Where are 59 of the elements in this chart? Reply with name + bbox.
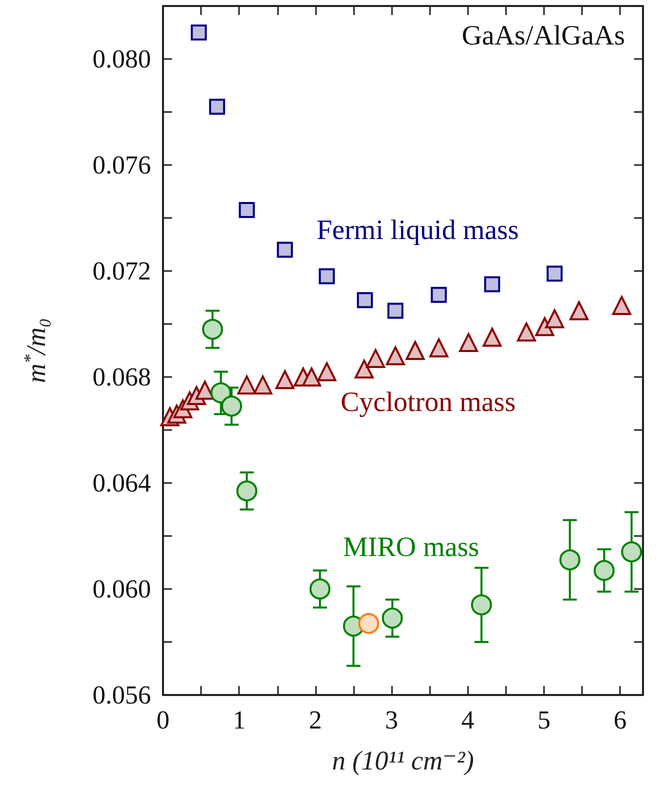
x-tick-label: 4 bbox=[461, 706, 474, 734]
x-axis-title: n (10¹¹ cm⁻²) bbox=[332, 746, 474, 776]
point bbox=[612, 296, 632, 315]
point bbox=[209, 98, 226, 115]
point bbox=[356, 292, 373, 308]
x-tick-label: 0 bbox=[156, 706, 170, 734]
point bbox=[545, 309, 564, 328]
point bbox=[459, 333, 478, 352]
point bbox=[386, 346, 405, 366]
point bbox=[318, 268, 335, 284]
point bbox=[253, 375, 272, 394]
series-label: Fermi liquid mass bbox=[316, 214, 519, 246]
point bbox=[302, 368, 322, 386]
y-tick-label: 0.080 bbox=[92, 44, 151, 74]
point bbox=[238, 202, 255, 218]
y-axis-title: m*/m₀ bbox=[20, 318, 51, 383]
point bbox=[470, 594, 492, 616]
point bbox=[406, 341, 425, 360]
point bbox=[354, 360, 374, 379]
point bbox=[317, 362, 336, 382]
point bbox=[482, 328, 502, 347]
point bbox=[430, 286, 447, 303]
y-tick-label: 0.068 bbox=[92, 362, 151, 392]
x-tick-label: 3 bbox=[385, 706, 398, 734]
point bbox=[559, 549, 580, 570]
point bbox=[210, 382, 232, 404]
point bbox=[429, 338, 448, 358]
point bbox=[309, 578, 330, 600]
point bbox=[621, 541, 642, 562]
y-tick-label: 0.056 bbox=[92, 680, 151, 710]
point bbox=[202, 318, 224, 340]
point bbox=[366, 348, 386, 368]
point bbox=[387, 302, 404, 319]
point bbox=[276, 242, 293, 258]
point bbox=[195, 380, 214, 400]
x-tick-label: 2 bbox=[308, 706, 322, 734]
point bbox=[484, 276, 500, 292]
point bbox=[382, 608, 403, 629]
series-label: MIRO mass bbox=[343, 532, 480, 563]
y-tick-label: 0.072 bbox=[92, 256, 151, 286]
y-tick-label: 0.076 bbox=[92, 150, 151, 180]
point bbox=[546, 266, 563, 282]
annotation: GaAs/AlGaAs bbox=[462, 20, 625, 52]
point bbox=[358, 612, 380, 634]
point bbox=[237, 375, 256, 394]
point bbox=[190, 24, 207, 40]
series-label: Cyclotron mass bbox=[340, 387, 516, 418]
point bbox=[516, 322, 536, 342]
x-tick-label: 1 bbox=[232, 706, 246, 734]
x-tick-label: 5 bbox=[537, 706, 550, 734]
point bbox=[236, 480, 258, 502]
y-tick-label: 0.060 bbox=[92, 574, 151, 604]
point bbox=[570, 301, 588, 320]
x-tick-label: 6 bbox=[614, 706, 627, 734]
point bbox=[594, 560, 615, 581]
y-tick-label: 0.064 bbox=[92, 468, 151, 498]
point bbox=[535, 317, 554, 336]
point bbox=[221, 396, 242, 417]
point bbox=[275, 370, 294, 390]
